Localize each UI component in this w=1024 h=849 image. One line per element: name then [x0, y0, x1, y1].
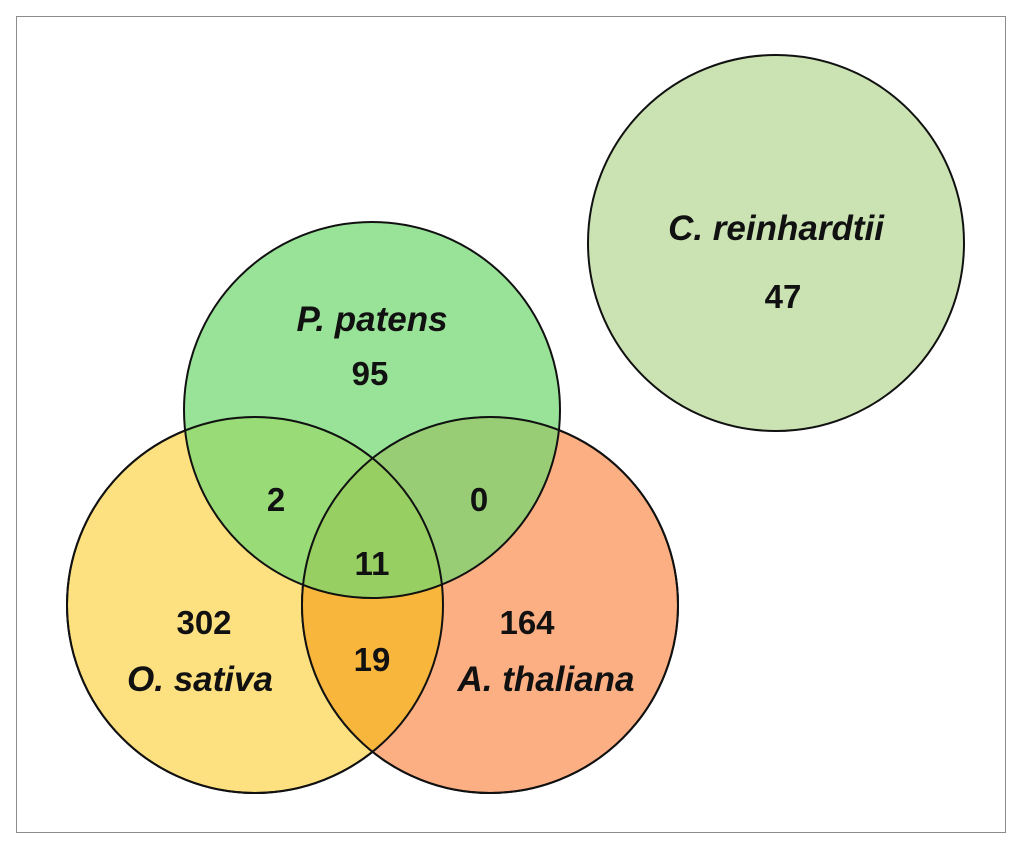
c-reinhardtii-label: C. reinhardtii [668, 209, 885, 248]
a-thaliana-outline [301, 416, 679, 794]
a-thaliana-count: 164 [499, 604, 555, 641]
all-three-count: 11 [355, 545, 390, 582]
p-patens-a-thaliana-count: 0 [470, 481, 488, 518]
o-sativa-count: 302 [176, 604, 231, 641]
p-patens-o-sativa-count: 2 [267, 481, 285, 518]
c-reinhardtii-circle [587, 54, 965, 432]
c-reinhardtii-count: 47 [765, 278, 802, 315]
p-patens-count: 95 [352, 355, 389, 392]
o-sativa-outline [66, 416, 444, 794]
o-sativa-label: O. sativa [127, 660, 273, 699]
a-thaliana-label: A. thaliana [457, 660, 635, 699]
p-patens-circle [183, 221, 561, 599]
o-sativa-a-thaliana-count: 19 [354, 641, 391, 678]
p-patens-label: P. patens [296, 300, 447, 339]
